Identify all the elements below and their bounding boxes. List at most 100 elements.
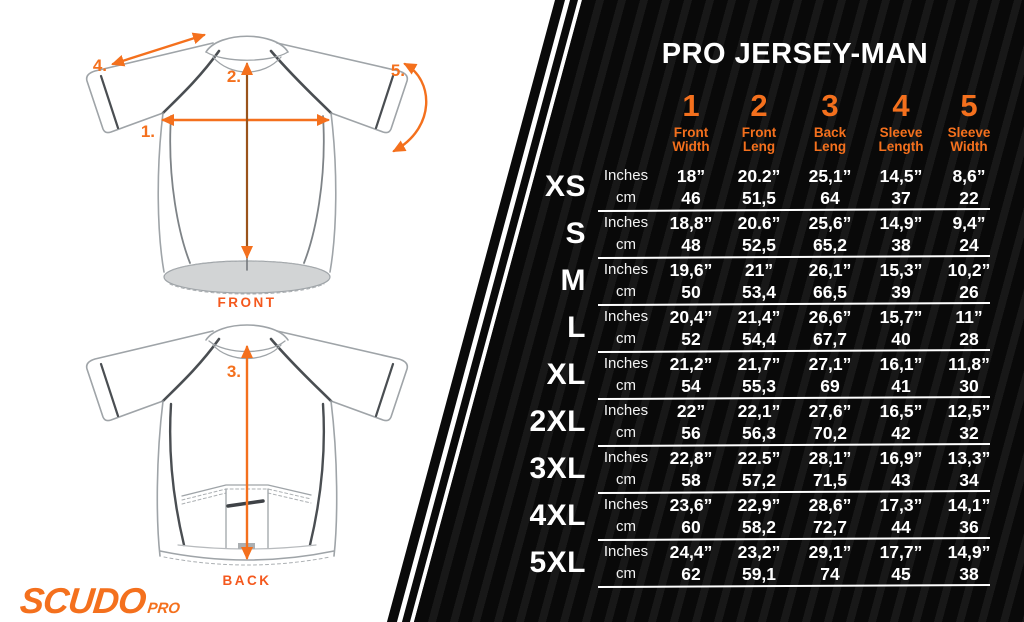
measurement-cell: 10,2” 26: [938, 257, 1000, 304]
column-label: Front Leng: [722, 126, 796, 154]
cm-value: 71,5: [812, 470, 848, 490]
inches-value: 23,6”: [669, 495, 713, 515]
measurement-cell: 15,7” 40: [864, 304, 938, 351]
cm-value: 74: [820, 564, 840, 584]
inches-value: 18”: [676, 166, 706, 186]
column-label-line: Sleeve: [947, 125, 991, 140]
sleeve-width-measure-arrow: [392, 62, 428, 153]
inches-value: 21,7”: [737, 354, 781, 374]
unit-label: cm: [616, 330, 636, 347]
inches-value: 26,1”: [808, 260, 852, 280]
cm-value: 62: [681, 564, 701, 584]
cm-value: 67,7: [812, 329, 848, 349]
table-row: L Inches cm 20,4” 52 21,4” 54,4 26,6” 67,7 15,7” 4…: [500, 304, 1012, 354]
unit-label: Inches: [603, 308, 649, 325]
cm-value: 24: [959, 235, 979, 255]
measurement-cell: 9,4” 24: [938, 210, 1000, 257]
inches-value: 14,1”: [947, 495, 991, 515]
size-label: S: [565, 217, 586, 250]
measurement-cell: 16,5” 42: [864, 398, 938, 445]
cm-value: 38: [959, 564, 979, 584]
column-label: Sleeve Width: [938, 126, 1000, 154]
unit-label: Inches: [603, 543, 649, 560]
unit-label: Inches: [603, 402, 649, 419]
measurement-cell: 15,3” 39: [864, 257, 938, 304]
inches-value: 22”: [676, 401, 706, 421]
size-table-rows: XS Inches cm 18” 46 20.2” 51,5 25,1” 64 14,5” 37 8,…: [500, 163, 1012, 589]
measurement-cell: 22,8” 58: [660, 445, 722, 492]
measurement-cell: 28,6” 72,7: [796, 492, 864, 539]
inches-value: 8,6”: [952, 166, 986, 186]
inches-value: 10,2”: [947, 260, 991, 280]
size-label: XL: [546, 358, 586, 391]
measurement-cell: 25,1” 64: [796, 163, 864, 210]
cm-value: 30: [959, 376, 979, 396]
measurement-cell: 22,1” 56,3: [722, 398, 796, 445]
column-header: 1 Front Width: [660, 90, 722, 154]
measurement-cell: 14,1” 36: [938, 492, 1000, 539]
unit-labels: Inches cm: [592, 539, 660, 586]
inches-value: 19,6”: [669, 260, 713, 280]
inches-value: 22,1”: [737, 401, 781, 421]
size-label: XS: [544, 170, 586, 203]
measurement-cell: 22.5” 57,2: [722, 445, 796, 492]
unit-label: cm: [616, 377, 636, 394]
cm-value: 69: [820, 376, 840, 396]
measurement-cell: 26,1” 66,5: [796, 257, 864, 304]
cm-value: 48: [681, 235, 701, 255]
cm-value: 60: [681, 517, 701, 537]
cm-value: 43: [891, 470, 911, 490]
cm-value: 56,3: [741, 423, 777, 443]
column-header: 5 Sleeve Width: [938, 90, 1000, 154]
cm-value: 50: [681, 282, 701, 302]
column-number: 3: [821, 88, 839, 123]
cm-value: 38: [891, 235, 911, 255]
header-spacer-size: [500, 90, 592, 154]
table-row: S Inches cm 18,8” 48 20.6” 52,5 25,6” 65,2 14,9” 3…: [500, 210, 1012, 260]
unit-labels: Inches cm: [592, 304, 660, 351]
unit-label: Inches: [603, 355, 649, 372]
inches-value: 22,9”: [737, 495, 781, 515]
unit-labels: Inches cm: [592, 257, 660, 304]
size-label: L: [567, 311, 586, 344]
cm-value: 26: [959, 282, 979, 302]
column-label-line: Front: [673, 125, 709, 140]
measurement-cell: 20.2” 51,5: [722, 163, 796, 210]
front-caption: FRONT: [218, 295, 277, 310]
cm-value: 42: [891, 423, 911, 443]
cm-value: 58,2: [741, 517, 777, 537]
measurement-cell: 24,4” 62: [660, 539, 722, 586]
table-row: 3XL Inches cm 22,8” 58 22.5” 57,2 28,1” 71,5 16,9…: [500, 445, 1012, 495]
unit-label: Inches: [603, 214, 649, 231]
measurement-cell: 27,6” 70,2: [796, 398, 864, 445]
cm-value: 64: [820, 188, 840, 208]
inches-value: 12,5”: [947, 401, 991, 421]
inches-value: 22.5”: [737, 448, 781, 468]
column-label: Back Leng: [796, 126, 864, 154]
unit-label: cm: [616, 236, 636, 253]
marker-5-label: 5.: [391, 61, 405, 80]
measurement-cell: 21” 53,4: [722, 257, 796, 304]
measurement-cell: 11” 28: [938, 304, 1000, 351]
inches-value: 21,2”: [669, 354, 713, 374]
measurement-cell: 21,7” 55,3: [722, 351, 796, 398]
inches-value: 27,6”: [808, 401, 852, 421]
measurement-cell: 28,1” 71,5: [796, 445, 864, 492]
inches-value: 11,8”: [948, 354, 990, 374]
measurement-cell: 16,9” 43: [864, 445, 938, 492]
table-row: 2XL Inches cm 22” 56 22,1” 56,3 27,6” 70,2 16,5” 4…: [500, 398, 1012, 448]
brand-logo-main: SCUDO: [18, 580, 148, 621]
cm-value: 36: [959, 517, 979, 537]
cm-value: 37: [891, 188, 911, 208]
inches-value: 16,1”: [879, 354, 923, 374]
table-row: XS Inches cm 18” 46 20.2” 51,5 25,1” 64 14,5” 37 8,…: [500, 163, 1012, 213]
size-label: 4XL: [529, 499, 586, 532]
cm-value: 45: [891, 564, 911, 584]
column-label: Front Width: [660, 126, 722, 154]
column-number: 2: [750, 88, 768, 123]
measurement-cell: 27,1” 69: [796, 351, 864, 398]
front-jersey-drawing: 4. 1. 2. 5. FRONT: [85, 32, 428, 310]
cm-value: 52,5: [741, 235, 777, 255]
measurement-cell: 14,5” 37: [864, 163, 938, 210]
